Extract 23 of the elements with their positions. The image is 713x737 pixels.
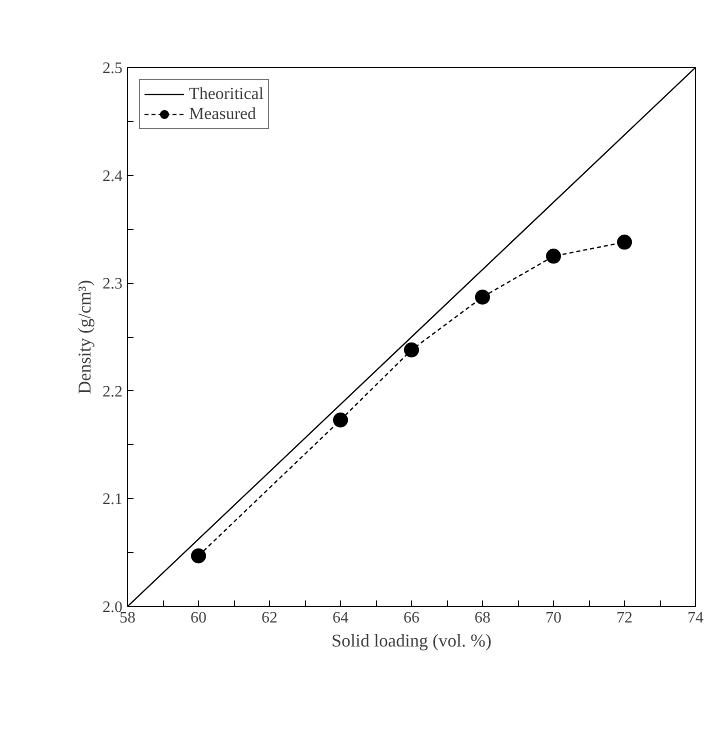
point xyxy=(404,342,419,358)
y-tick-label: 2.5 xyxy=(102,60,122,77)
y-tick-label: 2.1 xyxy=(102,491,122,508)
point xyxy=(617,234,632,250)
point xyxy=(475,290,490,305)
y-tick-label: 2.4 xyxy=(102,168,122,185)
x-tick-label: 70 xyxy=(546,610,562,626)
x-axis-title: Solid loading (vol. %) xyxy=(332,630,492,650)
x-tick-label: 74 xyxy=(688,610,704,626)
legend-label: Theoritical xyxy=(189,84,264,104)
x-tick-label: 72 xyxy=(616,610,632,626)
y-tick-label: 2.2 xyxy=(102,383,122,400)
legend-label: Measured xyxy=(189,104,256,124)
point xyxy=(191,548,206,564)
x-tick-label: 60 xyxy=(190,610,206,626)
y-axis-title: Density (g/cm³) xyxy=(74,280,94,394)
point xyxy=(546,248,561,264)
x-tick-label: 62 xyxy=(262,610,278,626)
x-tick-label: 66 xyxy=(404,610,420,626)
point xyxy=(333,412,348,428)
x-tick-label: 64 xyxy=(332,610,348,626)
y-tick-label: 2.3 xyxy=(102,276,122,293)
x-tick-label: 68 xyxy=(474,610,490,626)
